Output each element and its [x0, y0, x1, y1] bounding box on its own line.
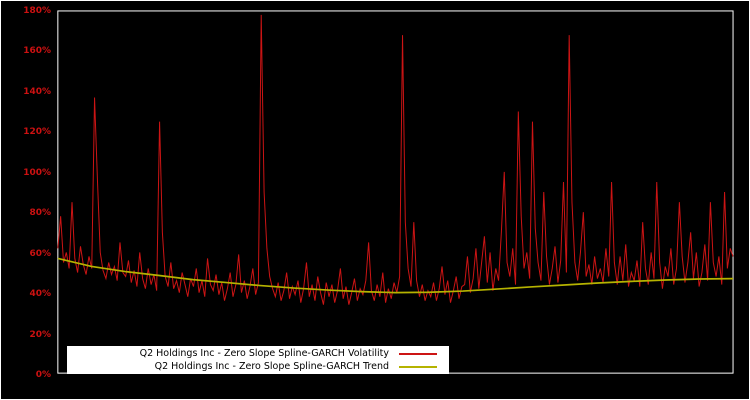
legend-label-volatility: Q2 Holdings Inc - Zero Slope Spline-GARC… [139, 348, 389, 359]
y-tick-label: 40% [29, 289, 51, 300]
y-tick-label: 0% [35, 370, 51, 380]
trend-line-swatch [399, 365, 437, 368]
legend-item-trend: Q2 Holdings Inc - Zero Slope Spline-GARC… [71, 360, 445, 373]
y-tick-label: 160% [23, 46, 51, 57]
legend: Q2 Holdings Inc - Zero Slope Spline-GARC… [67, 346, 449, 374]
trend-line [57, 257, 734, 294]
plot-border [57, 10, 734, 374]
y-tick-label: 60% [29, 248, 51, 259]
y-tick-label: 100% [23, 167, 51, 178]
y-tick-label: 20% [29, 329, 51, 340]
y-tick-label: 120% [23, 127, 51, 138]
y-tick-label: 180% [23, 6, 51, 16]
legend-label-trend: Q2 Holdings Inc - Zero Slope Spline-GARC… [154, 361, 389, 372]
y-tick-label: 140% [23, 86, 51, 97]
volatility-line-swatch [399, 352, 437, 355]
y-tick-label: 80% [29, 208, 51, 219]
y-axis: 0% 20% 40% 60% 80% 100% 120% 140% 160% 180% [1, 1, 53, 399]
legend-item-volatility: Q2 Holdings Inc - Zero Slope Spline-GARC… [71, 347, 445, 360]
volatility-line [57, 14, 734, 305]
